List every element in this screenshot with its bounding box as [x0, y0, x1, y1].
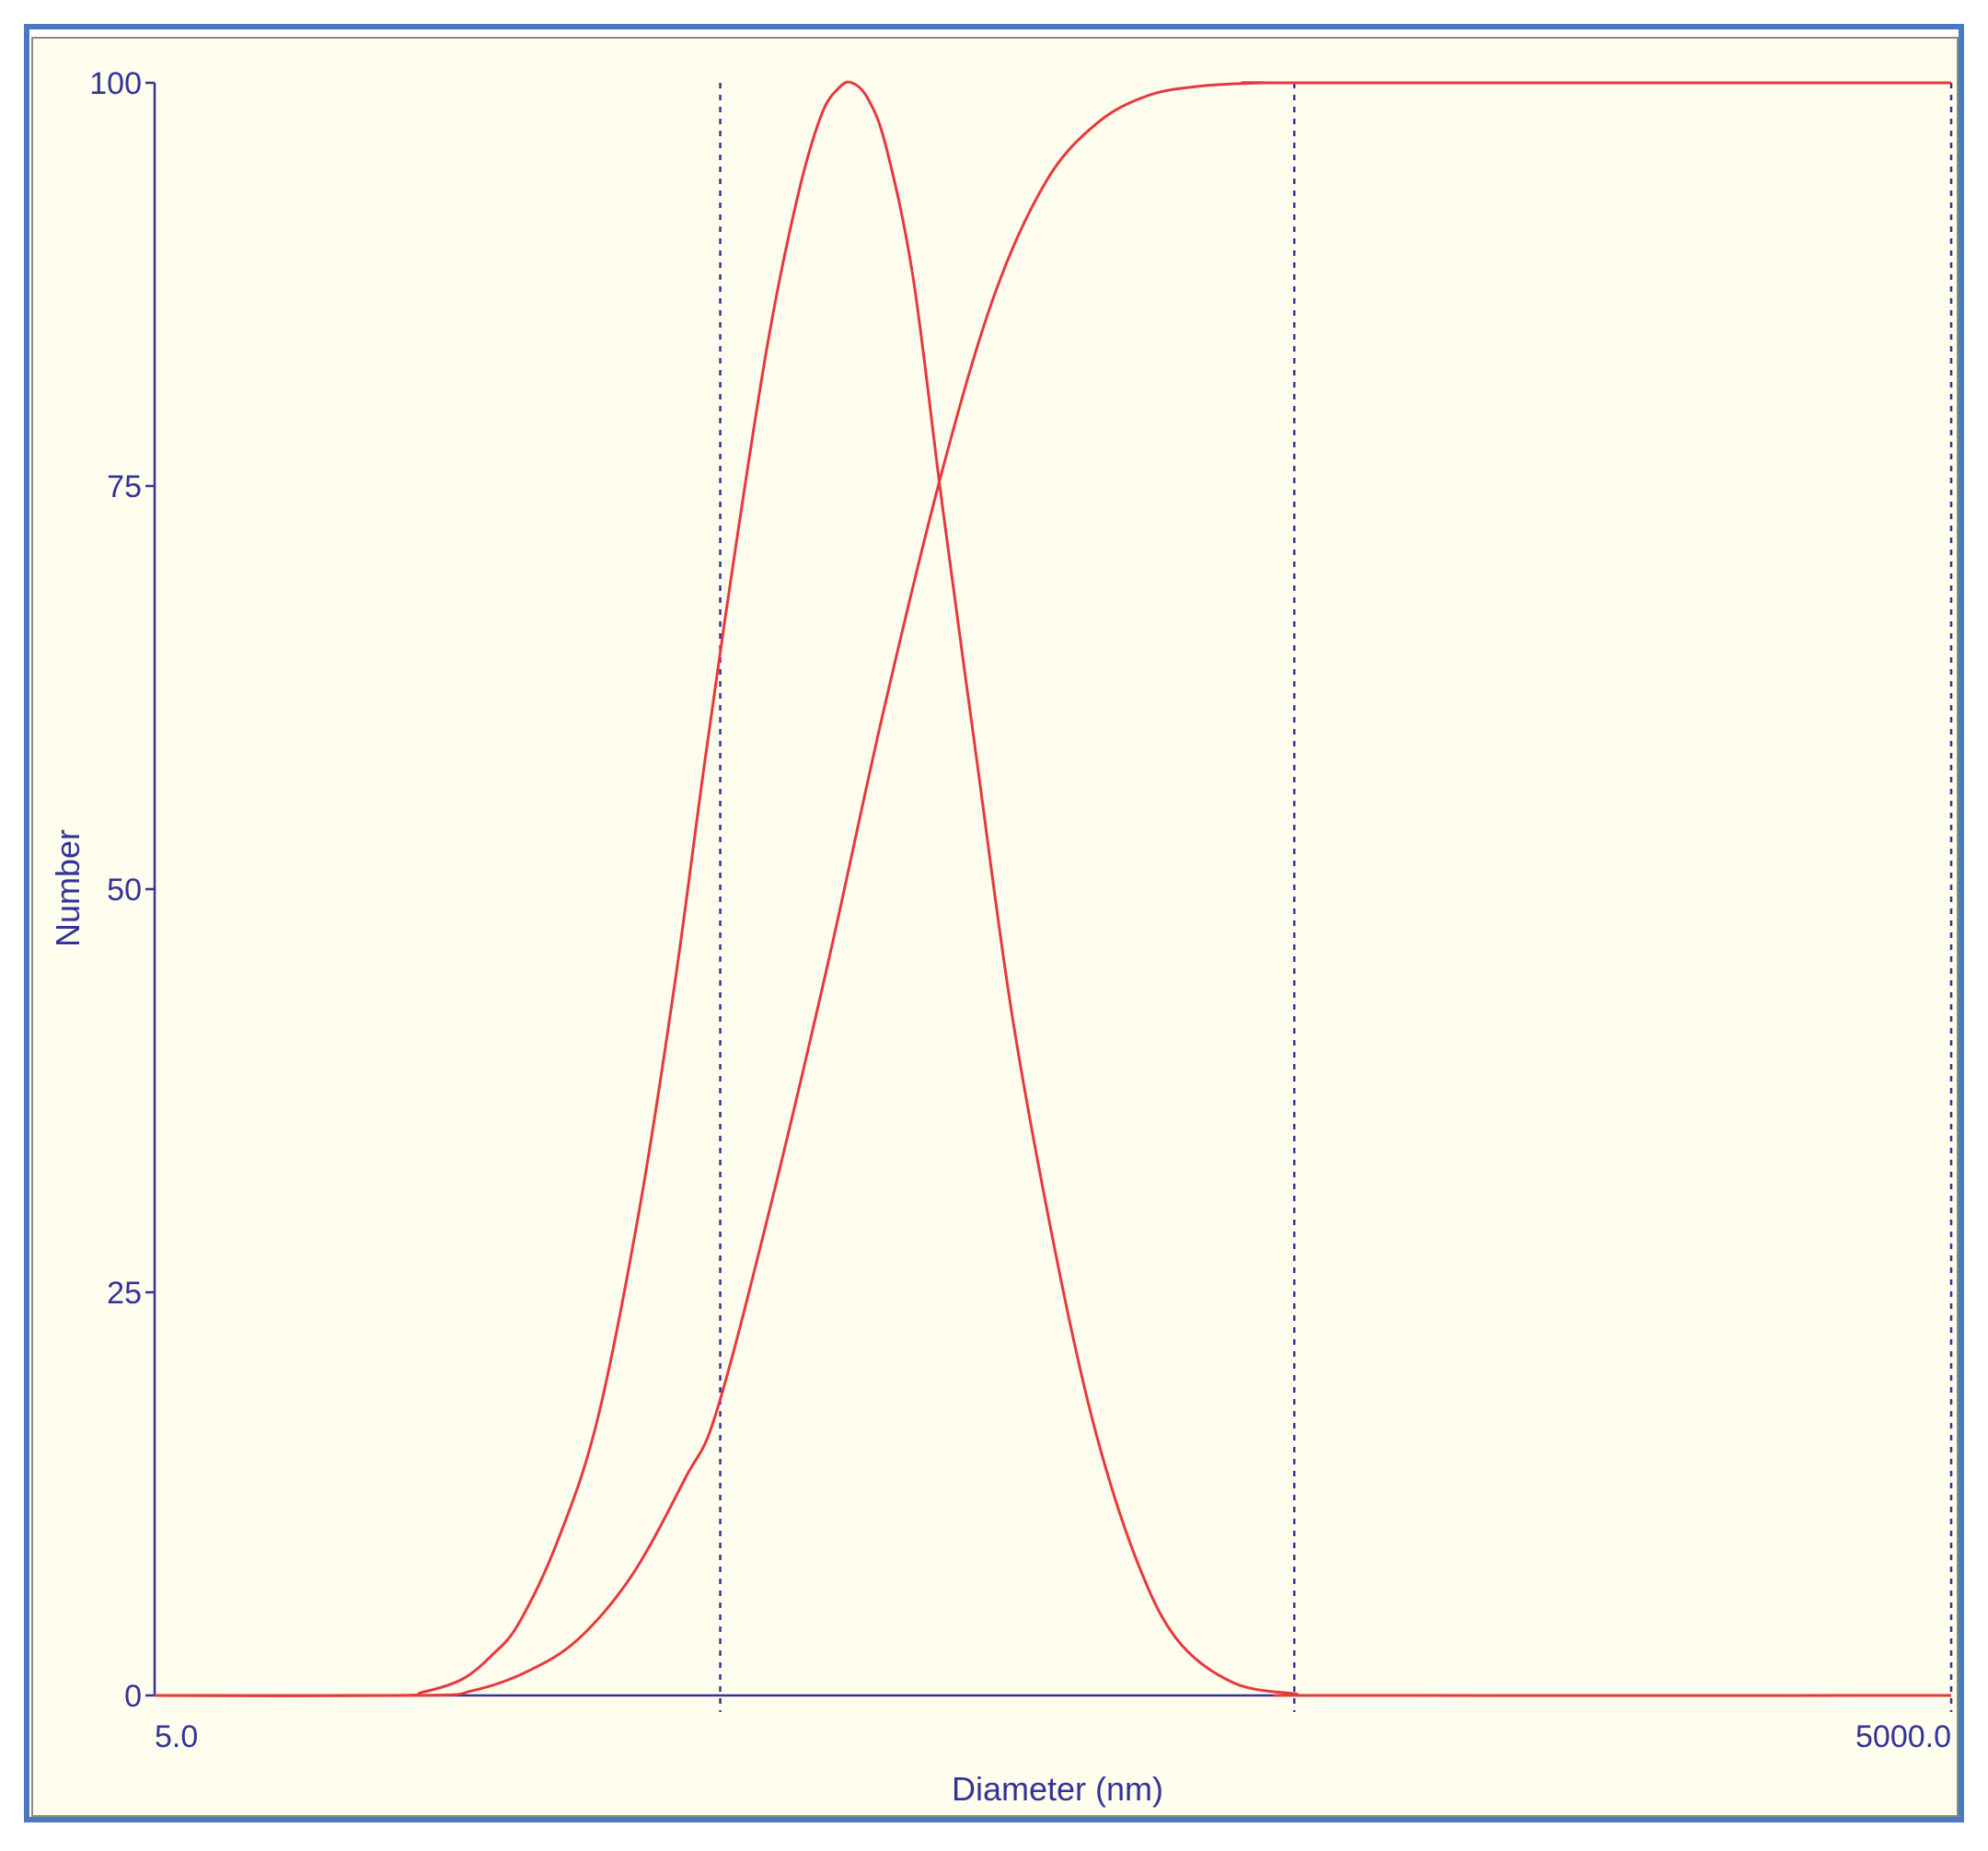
y-tick-label-25: 25 [107, 1276, 142, 1311]
reference-lines [719, 83, 1953, 1712]
y-tick-label-0: 0 [124, 1679, 142, 1714]
series-line-0 [154, 80, 1952, 1697]
y-tick-label-50: 50 [107, 873, 142, 908]
chart-panel [31, 37, 1959, 1817]
y-tick-label-75: 75 [107, 469, 142, 504]
y-tick-label-100: 100 [89, 66, 142, 101]
x-axis-label: Diameter (nm) [952, 1770, 1163, 1808]
x-tick-label-0: 5.0 [155, 1719, 198, 1754]
x-tick-label-1: 5000.0 [1855, 1719, 1951, 1754]
axes [153, 83, 1951, 1697]
series-layer [154, 80, 1952, 1697]
y-ticks: 0 25 50 75 100 [89, 66, 155, 1714]
y-axis-label: Number [49, 829, 87, 947]
x-ticks: 5.0 5000.0 [155, 1719, 1951, 1754]
series-line-1 [154, 81, 1951, 1697]
